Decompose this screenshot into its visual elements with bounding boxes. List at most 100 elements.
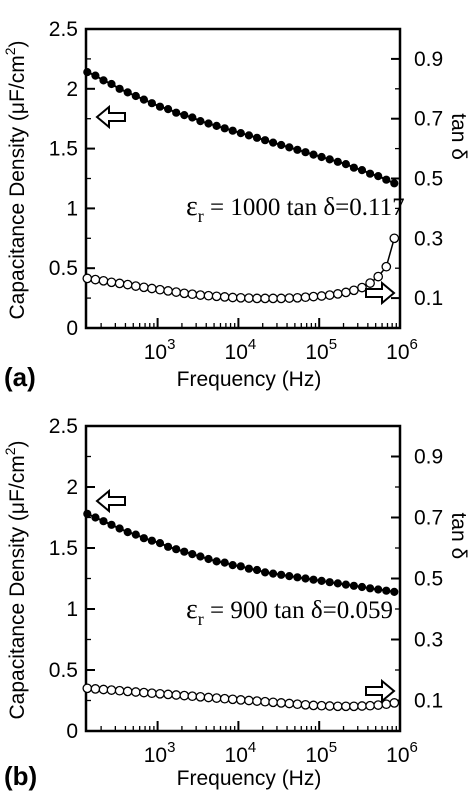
capacitance-point: [99, 76, 108, 85]
x-tick-mantissa: 10: [386, 744, 409, 767]
tan-delta-point: [284, 293, 295, 303]
y2-tick-label: 0.5: [414, 168, 443, 191]
tan-delta-point: [316, 291, 327, 301]
capacitance-point: [366, 169, 375, 178]
tan-delta-point: [244, 293, 254, 303]
capacitance-point: [220, 558, 229, 567]
x-tick-label: 104: [225, 336, 257, 364]
y2-tick-label: 0.5: [414, 568, 443, 591]
capacitance-point: [244, 564, 253, 573]
y-axis-title-main: Capacitance Density (: [6, 514, 29, 719]
capacitance-point: [293, 145, 302, 154]
tan-delta-point: [365, 278, 375, 288]
panel-label: (a): [4, 362, 36, 392]
y-tick-label: 0.5: [49, 659, 78, 682]
tan-delta-point: [341, 287, 351, 298]
capacitance-point: [236, 129, 245, 138]
capacitance-point: [285, 143, 294, 152]
tan-delta-point: [227, 292, 238, 303]
capacitance-point: [139, 95, 148, 104]
capacitance-point: [301, 574, 310, 583]
x-tick-mantissa: 10: [225, 744, 248, 767]
epsilon-symbol: ε: [186, 191, 198, 222]
y-axis-title-close: ): [6, 441, 29, 448]
capacitance-point: [349, 163, 358, 172]
y2-tick-label: 0.7: [414, 507, 443, 530]
capacitance-point: [83, 68, 92, 77]
x-tick-label: 106: [386, 336, 418, 364]
tan-delta-point: [90, 274, 101, 285]
capacitance-series: [83, 68, 399, 188]
capacitance-point: [180, 111, 189, 120]
capacitance-point: [252, 133, 262, 142]
tan-delta-point: [389, 233, 400, 244]
tan-delta-point: [389, 698, 400, 708]
tan-delta-series: [82, 683, 400, 712]
y-tick-label: 2.5: [49, 415, 78, 438]
x-tick-exponent: 6: [410, 336, 418, 353]
capacitance-point: [91, 71, 100, 80]
tan-delta-point: [203, 692, 214, 703]
x-tick-mantissa: 10: [305, 744, 328, 767]
tan-delta-point: [268, 697, 278, 708]
tan-delta-point: [147, 688, 157, 699]
y-tick-label: 1.5: [49, 537, 78, 560]
x-axis-title: Frequency (Hz): [177, 767, 322, 790]
capacitance-point: [341, 160, 350, 169]
capacitance-point: [366, 584, 375, 593]
capacitance-point: [172, 108, 181, 117]
tan-delta-point: [381, 261, 392, 272]
tan-delta-point: [324, 290, 335, 300]
epsilon-subscript: r: [198, 206, 204, 226]
x-tick-mantissa: 10: [386, 341, 409, 364]
tan-delta-point: [252, 293, 262, 304]
capacitance-point: [196, 117, 205, 126]
capacitance-point: [155, 539, 165, 548]
tan-delta-point: [171, 287, 182, 297]
x-tick-exponent: 3: [167, 336, 175, 353]
y2-tick-label: 0.1: [414, 690, 443, 713]
capacitance-point: [317, 152, 326, 162]
capacitance-point: [172, 545, 181, 554]
dielectric-annotation: εr = 900 tan δ=0.059: [186, 594, 393, 629]
dielectric-annotation: εr = 1000 tan δ=0.117: [186, 191, 405, 226]
tan-delta-point: [276, 698, 287, 708]
tan-delta-point: [219, 693, 230, 704]
tan-delta-point: [373, 271, 384, 282]
tan-delta-point: [357, 282, 367, 293]
left-axis-arrow-icon: [95, 104, 126, 130]
capacitance-point: [374, 585, 383, 594]
tan-delta-point: [122, 279, 133, 290]
tan-delta-point: [235, 292, 246, 303]
capacitance-point: [164, 542, 173, 551]
tan-delta-point: [300, 699, 311, 710]
tan-delta-point: [179, 288, 190, 299]
epsilon-subscript: r: [198, 609, 204, 629]
tan-delta-point: [244, 695, 254, 706]
x-tick-mantissa: 10: [225, 341, 248, 364]
tan-delta-point: [308, 291, 319, 302]
tan-delta-point: [365, 700, 375, 711]
tan-delta-point: [187, 691, 198, 702]
capacitance-point: [269, 569, 278, 578]
x-tick-exponent: 4: [248, 336, 256, 353]
tan-delta-point: [341, 701, 351, 712]
y2-tick-label: 0.3: [414, 227, 443, 250]
tan-delta-point: [284, 698, 295, 709]
x-tick-label: 104: [225, 739, 257, 767]
tan-delta-point: [163, 286, 173, 296]
capacitance-point: [382, 586, 391, 595]
capacitance-line: [86, 512, 395, 593]
capacitance-point: [155, 102, 165, 111]
x-tick-exponent: 4: [248, 739, 256, 756]
capacitance-point: [115, 84, 124, 93]
tan-delta-point: [139, 687, 149, 698]
y2-tick-label: 0.9: [414, 48, 443, 71]
y-tick-label: 2: [66, 78, 78, 101]
capacitance-point: [390, 179, 399, 188]
tan-delta-point: [203, 290, 214, 301]
y-axis-title-unit: F/cm: [6, 55, 29, 102]
tan-delta-point: [130, 687, 141, 697]
capacitance-point: [188, 550, 197, 559]
tan-delta-point: [90, 684, 101, 694]
